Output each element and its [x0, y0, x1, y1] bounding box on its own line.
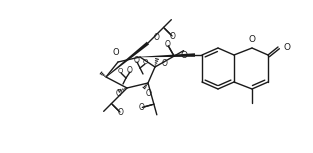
- Text: O: O: [113, 48, 119, 57]
- Polygon shape: [106, 42, 149, 77]
- Text: O: O: [146, 89, 152, 98]
- Text: O: O: [118, 108, 124, 117]
- Polygon shape: [140, 53, 195, 57]
- Text: O: O: [249, 35, 255, 44]
- Text: O: O: [165, 40, 171, 49]
- Text: O: O: [142, 59, 148, 65]
- Text: O: O: [134, 56, 140, 65]
- Text: O: O: [162, 59, 168, 68]
- Text: O: O: [283, 43, 290, 52]
- Text: O: O: [138, 103, 144, 112]
- Text: O: O: [180, 50, 187, 60]
- Text: O: O: [170, 32, 176, 41]
- Text: O: O: [115, 89, 121, 98]
- Text: O: O: [127, 65, 133, 75]
- Text: O: O: [117, 68, 123, 74]
- Text: O: O: [154, 33, 159, 42]
